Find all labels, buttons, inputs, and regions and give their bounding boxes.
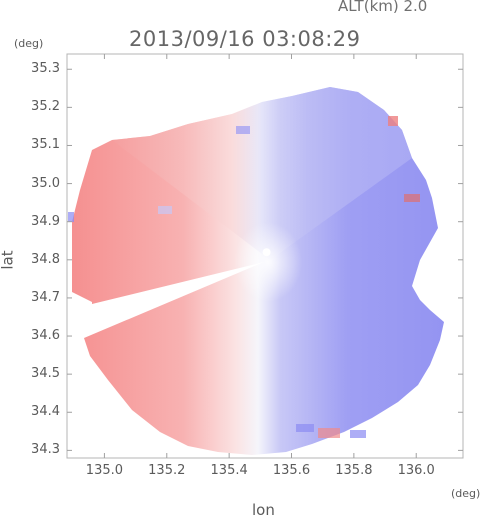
- x-tick-label: 135.4: [210, 463, 248, 478]
- y-tick-label: 35.2: [31, 99, 60, 115]
- lon-unit-label: (deg): [451, 487, 481, 500]
- echo-edge-patch: [318, 428, 340, 438]
- y-tick-label: 34.4: [31, 404, 60, 420]
- altitude-label: ALT(km) 2.0: [338, 0, 428, 15]
- y-tick-label: 34.5: [31, 366, 60, 382]
- y-tick-label: 35.3: [31, 61, 60, 77]
- radar-site-marker: [262, 248, 271, 257]
- echo-north-sector: [112, 87, 412, 260]
- lat-unit-label: (deg): [14, 37, 44, 50]
- chart-title: 2013/09/16 03:08:29: [129, 27, 361, 51]
- y-tick-label: 34.3: [31, 442, 60, 458]
- doppler-field: [68, 87, 444, 455]
- echo-edge-patch: [350, 430, 366, 438]
- echo-edge-patch: [158, 206, 172, 214]
- x-tick-label: 135.8: [335, 463, 373, 478]
- x-tick-label: 136.0: [397, 463, 435, 478]
- plot-frame: [66, 53, 464, 459]
- x-tick-label: 135.2: [148, 463, 186, 478]
- echo-edge-patch: [388, 116, 398, 126]
- tick-marks: [67, 54, 463, 458]
- y-tick-label: 34.8: [31, 251, 60, 267]
- x-tick-label: 135.0: [85, 463, 124, 478]
- echo-edge-patch: [404, 194, 420, 202]
- y-tick-label: 35.0: [31, 175, 60, 191]
- y-tick-label: 34.9: [31, 213, 60, 229]
- x-axis-label: lon: [252, 501, 275, 519]
- x-tick-label: 135.6: [272, 463, 311, 478]
- echo-edge-patch: [296, 424, 314, 432]
- y-tick-label: 35.1: [31, 137, 60, 153]
- radar-center-glow: [234, 222, 302, 302]
- y-tick-label: 34.6: [31, 328, 60, 344]
- y-tick-label: 34.7: [31, 289, 60, 305]
- echo-edge-patch: [236, 126, 250, 134]
- echo-edge-patch: [68, 212, 74, 222]
